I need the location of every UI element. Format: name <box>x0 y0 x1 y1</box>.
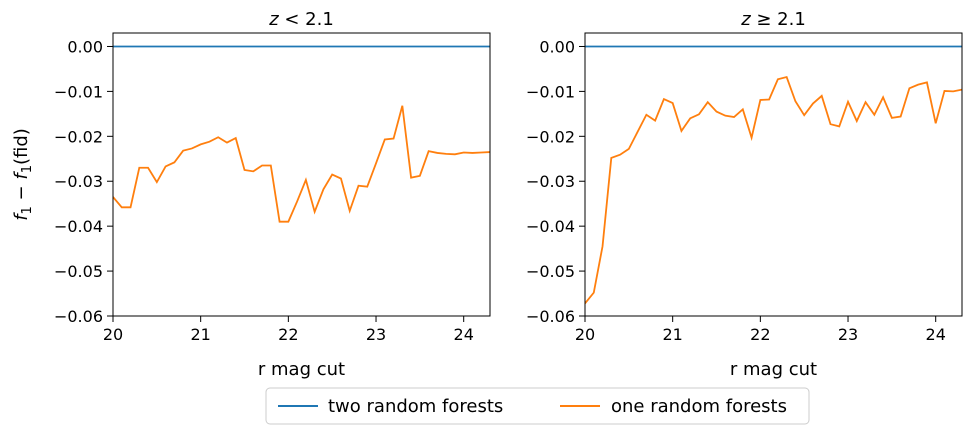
y-tick-label: 0.00 <box>67 37 103 56</box>
x-tick-label: 24 <box>454 325 474 344</box>
y-tick-label: −0.03 <box>526 172 575 191</box>
x-tick-label: 21 <box>662 325 682 344</box>
y-tick-label: −0.01 <box>526 82 575 101</box>
y-tick-label: −0.05 <box>54 262 103 281</box>
axes-frame <box>584 32 963 317</box>
series-line-one-random-forests <box>585 75 962 304</box>
legend-frame <box>265 387 810 425</box>
panel-title: z ≥ 2.1 <box>740 9 806 30</box>
x-tick-label: 22 <box>750 325 770 344</box>
x-tick-label: 20 <box>103 325 123 344</box>
y-tick-label: −0.04 <box>526 217 575 236</box>
y-tick-label: −0.02 <box>54 127 103 146</box>
legend-label-one-random-forests: one random forests <box>611 396 787 417</box>
y-tick-label: −0.03 <box>54 172 103 191</box>
title-variable: z <box>740 9 751 30</box>
legend: two random forests one random forests <box>265 387 810 425</box>
x-tick-label: 22 <box>278 325 298 344</box>
x-axis-label: r mag cut <box>258 359 345 380</box>
title-variable: z <box>268 9 279 30</box>
x-tick-label: 23 <box>838 325 858 344</box>
panel-z-less-than-2-1: 20 21 22 23 24 0.00 −0.01 −0.02 −0.03 −0.04 −0.05 −… <box>11 9 491 380</box>
legend-label-two-random-forests: two random forests <box>328 396 503 417</box>
y-tick-label: −0.06 <box>54 307 103 326</box>
title-condition: ≥ 2.1 <box>751 9 806 30</box>
axes-frame <box>112 32 491 317</box>
x-tick-label: 24 <box>926 325 946 344</box>
x-tick-label: 21 <box>190 325 210 344</box>
y-axis-label: f1 − f1(fid) <box>11 128 35 221</box>
y-tick-label: −0.01 <box>54 82 103 101</box>
panel-title: z < 2.1 <box>268 9 334 30</box>
y-tick-label: −0.02 <box>526 127 575 146</box>
x-tick-label: 20 <box>575 325 595 344</box>
panel-z-greater-equal-2-1: 20 21 22 23 24 0.00 −0.01 −0.02 −0.03 −0.04 −0.05 −… <box>526 9 963 380</box>
y-tick-label: −0.05 <box>526 262 575 281</box>
title-condition: < 2.1 <box>279 9 334 30</box>
series-line-one-random-forests <box>113 105 490 223</box>
y-tick-label: −0.06 <box>526 307 575 326</box>
x-tick-label: 23 <box>366 325 386 344</box>
x-axis-label: r mag cut <box>730 359 817 380</box>
y-tick-label: 0.00 <box>539 37 575 56</box>
y-tick-label: −0.04 <box>54 217 103 236</box>
